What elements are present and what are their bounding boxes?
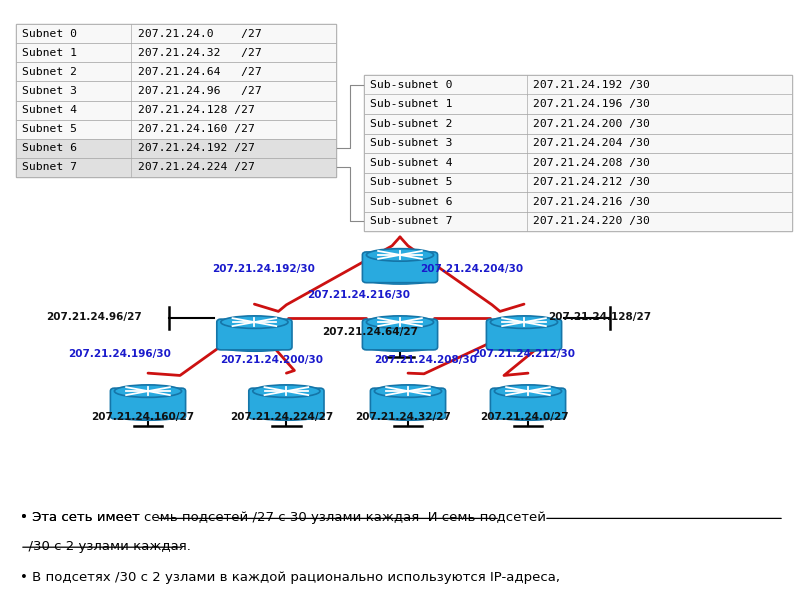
Text: Subnet 3: Subnet 3	[22, 86, 78, 96]
FancyBboxPatch shape	[110, 388, 186, 419]
Bar	[364, 114, 792, 133]
Text: Sub-subnet 3: Sub-subnet 3	[370, 138, 453, 148]
Text: 207.21.24.192 /30: 207.21.24.192 /30	[533, 80, 650, 90]
Text: 207.21.24.200/30: 207.21.24.200/30	[221, 355, 323, 365]
Bar	[364, 75, 792, 94]
Ellipse shape	[490, 342, 558, 352]
Text: 207.21.24.32/27: 207.21.24.32/27	[355, 412, 451, 422]
Ellipse shape	[366, 275, 434, 284]
Text: 207.21.24.204/30: 207.21.24.204/30	[421, 264, 523, 274]
Text: Sub-subnet 1: Sub-subnet 1	[370, 99, 453, 109]
Ellipse shape	[374, 385, 442, 397]
Bar	[16, 24, 336, 43]
Text: Sub-subnet 6: Sub-subnet 6	[370, 197, 453, 207]
Bar	[16, 158, 336, 177]
Text: 207.21.24.224 /27: 207.21.24.224 /27	[138, 163, 254, 172]
Text: /30 с 2 узлами каждая.: /30 с 2 узлами каждая.	[20, 540, 191, 553]
Text: 207.21.24.204 /30: 207.21.24.204 /30	[533, 138, 650, 148]
Bar	[16, 139, 336, 158]
Bar	[364, 133, 792, 153]
Text: Subnet 4: Subnet 4	[22, 105, 78, 115]
Text: • Эта сеть имеет: • Эта сеть имеет	[20, 511, 144, 524]
FancyBboxPatch shape	[490, 388, 566, 419]
Text: 207.21.24.128 /27: 207.21.24.128 /27	[138, 105, 254, 115]
Ellipse shape	[366, 248, 434, 261]
Bar	[16, 82, 336, 100]
Text: Subnet 2: Subnet 2	[22, 67, 78, 77]
Text: Sub-subnet 2: Sub-subnet 2	[370, 119, 453, 129]
Text: 207.21.24.208 /30: 207.21.24.208 /30	[533, 158, 650, 168]
Ellipse shape	[366, 316, 434, 328]
Text: 207.21.24.96/27: 207.21.24.96/27	[46, 312, 142, 322]
Text: 207.21.24.216 /30: 207.21.24.216 /30	[533, 197, 650, 207]
Text: 207.21.24.224/27: 207.21.24.224/27	[230, 412, 334, 422]
Ellipse shape	[114, 385, 182, 397]
Ellipse shape	[494, 411, 562, 421]
Text: 207.21.24.216/30: 207.21.24.216/30	[307, 290, 410, 300]
Text: 207.21.24.196/30: 207.21.24.196/30	[69, 349, 171, 359]
Text: Sub-subnet 0: Sub-subnet 0	[370, 80, 453, 90]
Bar	[16, 43, 336, 62]
Text: 207.21.24.192/30: 207.21.24.192/30	[213, 264, 315, 274]
Text: • Эта сеть имеет семь подсетей /27 с 30 узлами каждая  И семь подсетей: • Эта сеть имеет семь подсетей /27 с 30 …	[20, 511, 546, 524]
Bar	[364, 75, 792, 231]
Bar	[16, 24, 336, 177]
Bar	[16, 119, 336, 139]
Ellipse shape	[253, 411, 320, 421]
Text: 207.21.24.196 /30: 207.21.24.196 /30	[533, 99, 650, 109]
Text: 207.21.24.96   /27: 207.21.24.96 /27	[138, 86, 262, 96]
Text: Sub-subnet 4: Sub-subnet 4	[370, 158, 453, 168]
Text: 207.21.24.128/27: 207.21.24.128/27	[549, 312, 651, 322]
FancyBboxPatch shape	[370, 388, 446, 419]
Text: 207.21.24.160 /27: 207.21.24.160 /27	[138, 124, 254, 134]
Text: Subnet 5: Subnet 5	[22, 124, 78, 134]
Ellipse shape	[366, 342, 434, 352]
Text: 207.21.24.0/27: 207.21.24.0/27	[480, 412, 568, 422]
Text: 207.21.24.200 /30: 207.21.24.200 /30	[533, 119, 650, 129]
Text: 207.21.24.212/30: 207.21.24.212/30	[473, 349, 575, 359]
FancyBboxPatch shape	[249, 388, 324, 419]
Ellipse shape	[374, 411, 442, 421]
Text: • В подсетях /30 с 2 узлами в каждой рационально используются IP-адреса,: • В подсетях /30 с 2 узлами в каждой рац…	[20, 571, 560, 584]
Text: Sub-subnet 7: Sub-subnet 7	[370, 216, 453, 226]
Bar	[364, 192, 792, 211]
Bar	[364, 153, 792, 173]
Bar	[16, 62, 336, 82]
Bar	[364, 211, 792, 231]
Text: 207.21.24.160/27: 207.21.24.160/27	[91, 412, 194, 422]
Text: 207.21.24.220 /30: 207.21.24.220 /30	[533, 216, 650, 226]
Ellipse shape	[490, 316, 558, 328]
Text: 207.21.24.32   /27: 207.21.24.32 /27	[138, 47, 262, 58]
Text: 207.21.24.64/27: 207.21.24.64/27	[322, 328, 418, 337]
Text: 207.21.24.212 /30: 207.21.24.212 /30	[533, 177, 650, 187]
Bar	[364, 94, 792, 114]
Text: Subnet 0: Subnet 0	[22, 29, 78, 38]
Bar	[16, 101, 336, 119]
FancyBboxPatch shape	[362, 319, 438, 350]
Text: Sub-subnet 5: Sub-subnet 5	[370, 177, 453, 187]
Text: Subnet 1: Subnet 1	[22, 47, 78, 58]
Ellipse shape	[221, 316, 288, 328]
Text: Subnet 6: Subnet 6	[22, 143, 78, 154]
Text: Subnet 7: Subnet 7	[22, 163, 78, 172]
Bar	[364, 173, 792, 192]
FancyBboxPatch shape	[217, 319, 292, 350]
Ellipse shape	[114, 411, 182, 421]
Text: 207.21.24.0    /27: 207.21.24.0 /27	[138, 29, 262, 38]
Ellipse shape	[253, 385, 320, 397]
Text: 207.21.24.192 /27: 207.21.24.192 /27	[138, 143, 254, 154]
FancyBboxPatch shape	[486, 319, 562, 350]
Text: 207.21.24.208/30: 207.21.24.208/30	[374, 355, 477, 365]
Text: 207.21.24.64   /27: 207.21.24.64 /27	[138, 67, 262, 77]
FancyBboxPatch shape	[362, 252, 438, 283]
Ellipse shape	[494, 385, 562, 397]
Ellipse shape	[221, 342, 288, 352]
